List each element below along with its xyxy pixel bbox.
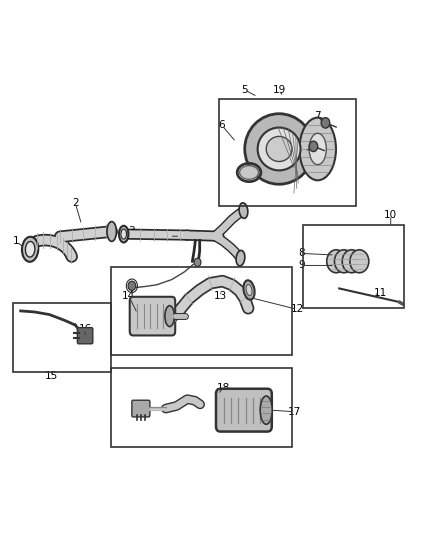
- Ellipse shape: [119, 226, 128, 243]
- Ellipse shape: [258, 127, 300, 171]
- Ellipse shape: [25, 241, 35, 257]
- Text: 18: 18: [217, 383, 230, 393]
- Ellipse shape: [239, 203, 248, 219]
- Circle shape: [194, 258, 201, 266]
- Bar: [13, 303, 111, 372]
- Ellipse shape: [300, 118, 336, 180]
- Bar: [111, 266, 292, 356]
- Text: 4: 4: [166, 231, 173, 241]
- Ellipse shape: [244, 280, 254, 300]
- Ellipse shape: [266, 136, 292, 161]
- Text: 10: 10: [384, 211, 397, 220]
- Ellipse shape: [240, 166, 258, 179]
- Ellipse shape: [22, 237, 38, 262]
- Text: 11: 11: [373, 288, 387, 297]
- Ellipse shape: [236, 251, 245, 266]
- Ellipse shape: [165, 306, 174, 327]
- FancyBboxPatch shape: [216, 389, 272, 432]
- Circle shape: [335, 250, 353, 273]
- Ellipse shape: [245, 114, 314, 184]
- Circle shape: [309, 141, 318, 151]
- Ellipse shape: [107, 222, 117, 241]
- Ellipse shape: [121, 229, 127, 239]
- Text: 9: 9: [299, 261, 305, 270]
- Text: 19: 19: [272, 85, 286, 95]
- Text: 7: 7: [314, 111, 321, 121]
- Text: 1: 1: [13, 237, 20, 246]
- Bar: [303, 225, 403, 308]
- Text: 13: 13: [214, 291, 227, 301]
- Text: 2: 2: [72, 198, 78, 208]
- FancyBboxPatch shape: [78, 328, 93, 344]
- Ellipse shape: [246, 285, 252, 296]
- Text: 3: 3: [128, 226, 135, 236]
- Circle shape: [327, 250, 346, 273]
- Ellipse shape: [309, 133, 326, 165]
- Circle shape: [342, 250, 361, 273]
- Bar: [219, 99, 357, 206]
- Circle shape: [350, 250, 369, 273]
- Text: 6: 6: [219, 120, 225, 131]
- Text: 7: 7: [301, 147, 308, 157]
- FancyBboxPatch shape: [132, 400, 150, 417]
- Text: 15: 15: [45, 371, 58, 381]
- Circle shape: [128, 281, 136, 290]
- Text: 17: 17: [287, 407, 301, 417]
- FancyBboxPatch shape: [130, 297, 175, 335]
- Ellipse shape: [260, 396, 272, 424]
- Text: 12: 12: [290, 304, 304, 314]
- Text: 5: 5: [241, 85, 248, 95]
- Text: 8: 8: [299, 248, 305, 259]
- Bar: [111, 368, 292, 447]
- Text: 14: 14: [122, 291, 135, 301]
- Text: 16: 16: [78, 324, 92, 334]
- Circle shape: [321, 118, 330, 128]
